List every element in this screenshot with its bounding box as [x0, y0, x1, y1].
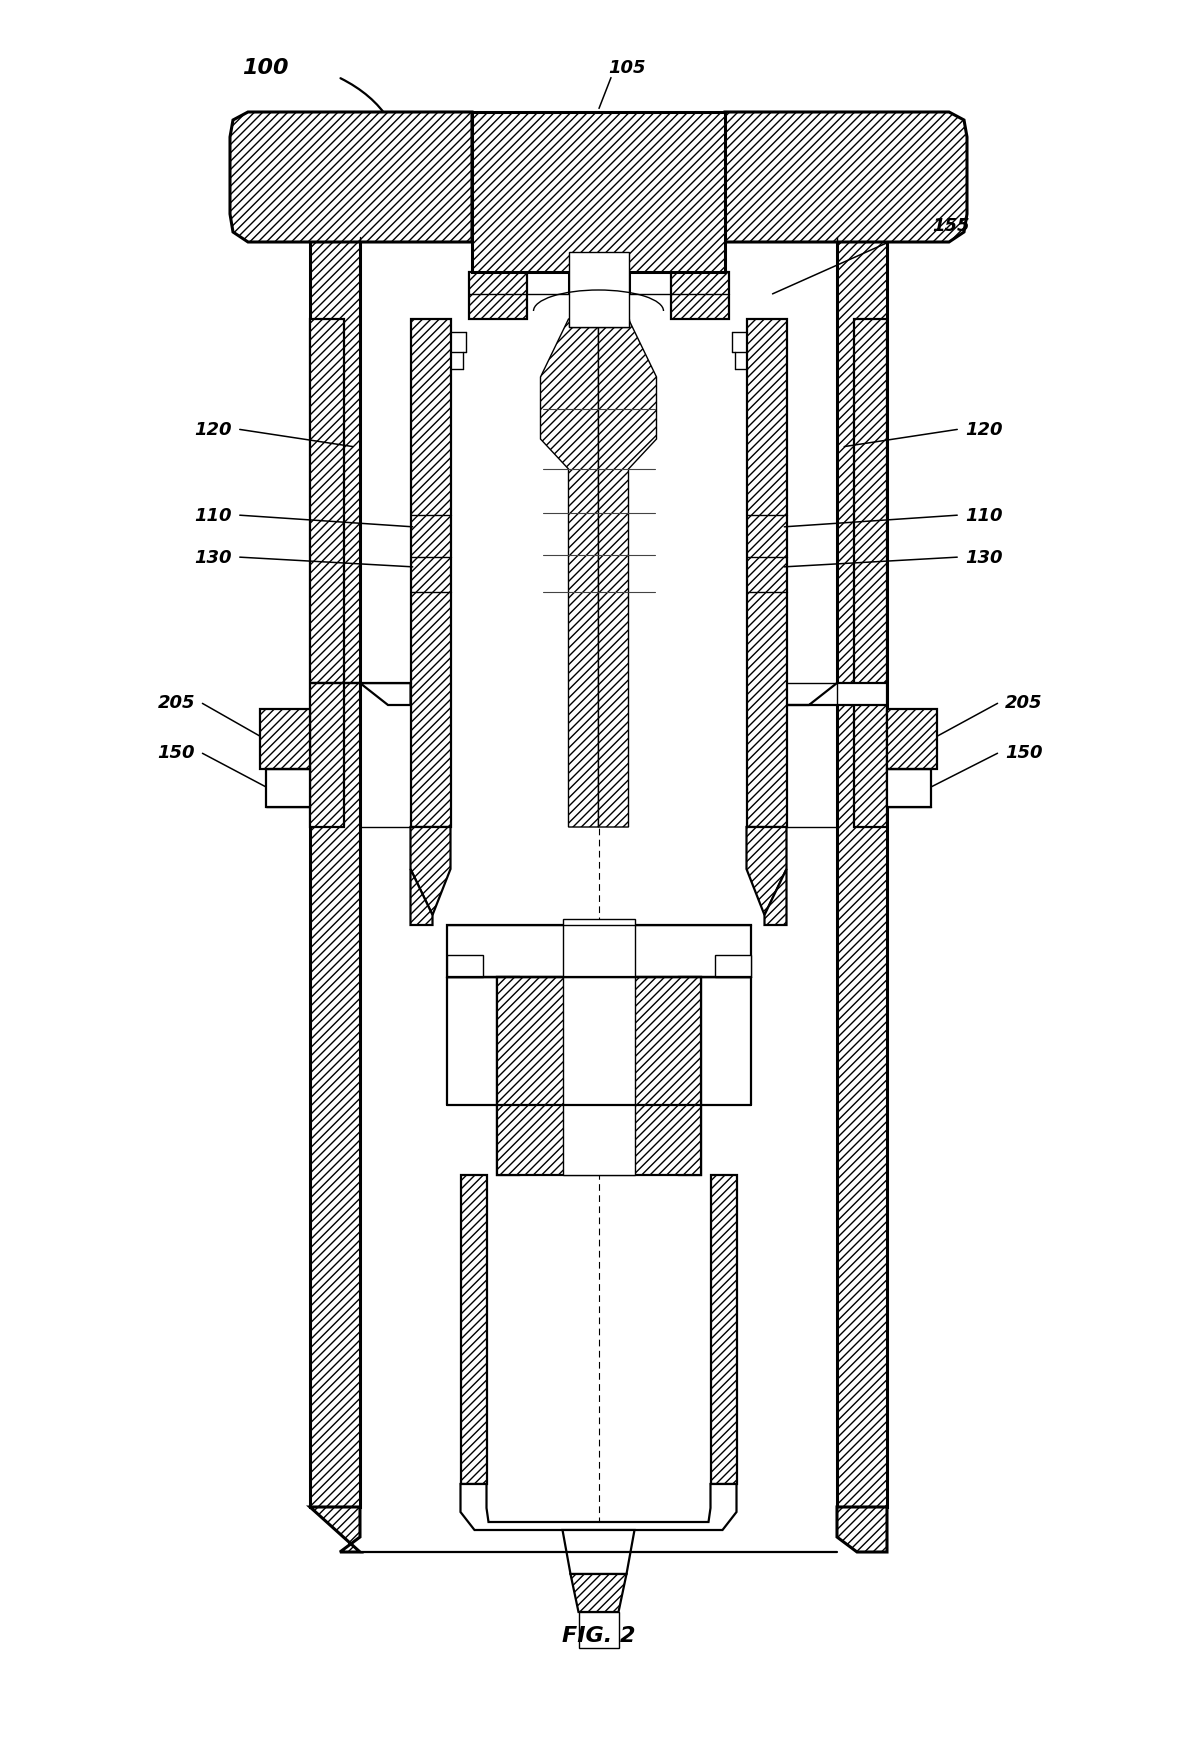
Bar	[578, 1613, 619, 1648]
Polygon shape	[310, 683, 411, 706]
Polygon shape	[747, 828, 786, 915]
Polygon shape	[472, 112, 725, 293]
Bar	[446, 956, 482, 977]
Bar	[887, 710, 937, 770]
Text: 110: 110	[965, 506, 1003, 525]
Text: 130: 130	[194, 548, 232, 568]
Text: 100: 100	[242, 58, 288, 77]
Polygon shape	[411, 320, 450, 828]
Polygon shape	[725, 112, 967, 242]
Polygon shape	[461, 1175, 486, 1485]
Polygon shape	[765, 870, 786, 926]
Bar	[569, 253, 628, 329]
Polygon shape	[887, 770, 931, 808]
Bar	[468, 272, 527, 320]
Text: 150: 150	[158, 743, 195, 761]
Polygon shape	[230, 112, 472, 242]
Text: 110: 110	[194, 506, 232, 525]
Polygon shape	[837, 237, 887, 1508]
Text: 205: 205	[158, 694, 195, 712]
Bar	[497, 977, 518, 1175]
Polygon shape	[571, 1574, 626, 1613]
Polygon shape	[563, 1530, 634, 1574]
Text: 150: 150	[1005, 743, 1043, 761]
Polygon shape	[310, 320, 344, 828]
Polygon shape	[411, 828, 450, 915]
Bar	[260, 710, 310, 770]
Bar	[569, 320, 628, 329]
Polygon shape	[711, 1175, 736, 1485]
Bar	[497, 977, 700, 1175]
Polygon shape	[310, 1508, 360, 1551]
Polygon shape	[837, 1508, 887, 1551]
Polygon shape	[266, 770, 310, 808]
Bar	[563, 919, 634, 1175]
Polygon shape	[853, 320, 887, 828]
Polygon shape	[461, 1485, 736, 1530]
Polygon shape	[541, 320, 598, 828]
Text: 205: 205	[1005, 694, 1043, 712]
Text: FIG. 2: FIG. 2	[561, 1625, 636, 1645]
Bar	[715, 956, 751, 977]
Polygon shape	[411, 870, 432, 926]
Text: 130: 130	[965, 548, 1003, 568]
Text: 120: 120	[194, 420, 232, 439]
Text: 155: 155	[932, 216, 970, 235]
Polygon shape	[310, 237, 360, 1508]
Text: 120: 120	[965, 420, 1003, 439]
Bar	[446, 926, 751, 977]
Text: 105: 105	[608, 60, 645, 77]
Bar	[679, 977, 700, 1175]
Polygon shape	[598, 320, 656, 828]
Polygon shape	[747, 320, 786, 828]
Bar	[670, 272, 729, 320]
Polygon shape	[786, 683, 887, 706]
